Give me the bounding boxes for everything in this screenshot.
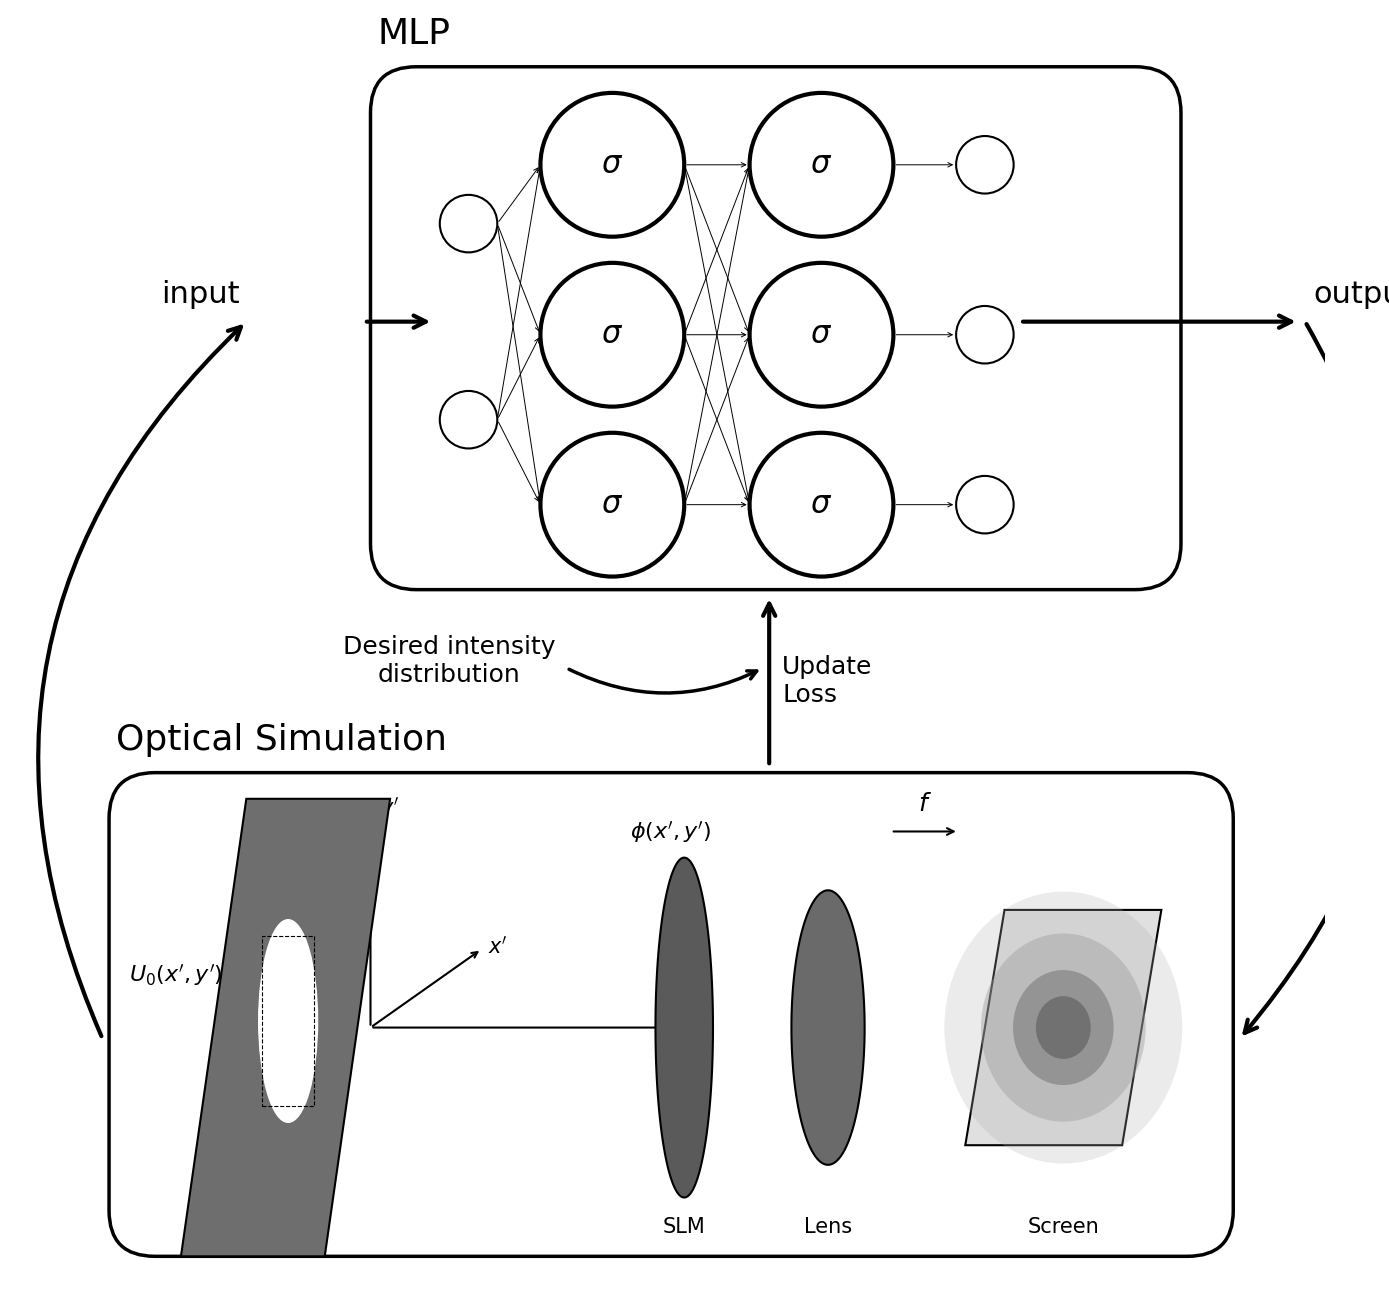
Text: $U_0(x', y')$: $U_0(x', y')$ bbox=[129, 963, 222, 988]
Circle shape bbox=[750, 93, 893, 237]
Text: $\phi(x', y')$: $\phi(x', y')$ bbox=[631, 819, 713, 845]
Text: Update
Loss: Update Loss bbox=[782, 655, 872, 707]
Circle shape bbox=[540, 93, 685, 237]
Text: $\sigma$: $\sigma$ bbox=[601, 490, 624, 519]
Polygon shape bbox=[181, 799, 390, 1256]
FancyArrowPatch shape bbox=[569, 669, 757, 693]
Polygon shape bbox=[656, 858, 713, 1197]
Text: output: output bbox=[1314, 279, 1389, 309]
Text: $y'$: $y'$ bbox=[379, 795, 399, 821]
Ellipse shape bbox=[981, 934, 1146, 1121]
Text: MLP: MLP bbox=[376, 17, 450, 51]
Circle shape bbox=[956, 476, 1014, 533]
Ellipse shape bbox=[258, 920, 318, 1123]
Text: $\sigma$: $\sigma$ bbox=[601, 151, 624, 179]
Circle shape bbox=[540, 432, 685, 576]
Circle shape bbox=[750, 263, 893, 406]
Text: Lens: Lens bbox=[804, 1217, 851, 1237]
Text: $\sigma$: $\sigma$ bbox=[601, 320, 624, 350]
Circle shape bbox=[956, 307, 1014, 363]
Circle shape bbox=[540, 263, 685, 406]
Ellipse shape bbox=[1036, 996, 1090, 1058]
Text: Screen: Screen bbox=[1028, 1217, 1099, 1237]
Text: $f$: $f$ bbox=[918, 791, 932, 816]
Text: $z$: $z$ bbox=[678, 1040, 692, 1061]
Ellipse shape bbox=[1013, 969, 1114, 1085]
Circle shape bbox=[750, 432, 893, 576]
Text: input: input bbox=[161, 279, 240, 309]
Circle shape bbox=[440, 390, 497, 448]
Text: Desired intensity
distribution: Desired intensity distribution bbox=[343, 635, 556, 688]
Text: $\sigma$: $\sigma$ bbox=[810, 490, 832, 519]
Text: $\sigma$: $\sigma$ bbox=[810, 151, 832, 179]
Text: $\sigma$: $\sigma$ bbox=[810, 320, 832, 350]
Polygon shape bbox=[965, 910, 1161, 1145]
FancyArrowPatch shape bbox=[1245, 324, 1389, 1034]
Polygon shape bbox=[792, 891, 864, 1165]
Ellipse shape bbox=[945, 892, 1182, 1163]
Circle shape bbox=[440, 195, 497, 253]
Circle shape bbox=[956, 136, 1014, 194]
Text: SLM: SLM bbox=[663, 1217, 706, 1237]
Text: Optical Simulation: Optical Simulation bbox=[115, 723, 447, 757]
FancyArrowPatch shape bbox=[39, 326, 240, 1036]
Text: $x'$: $x'$ bbox=[488, 935, 508, 958]
